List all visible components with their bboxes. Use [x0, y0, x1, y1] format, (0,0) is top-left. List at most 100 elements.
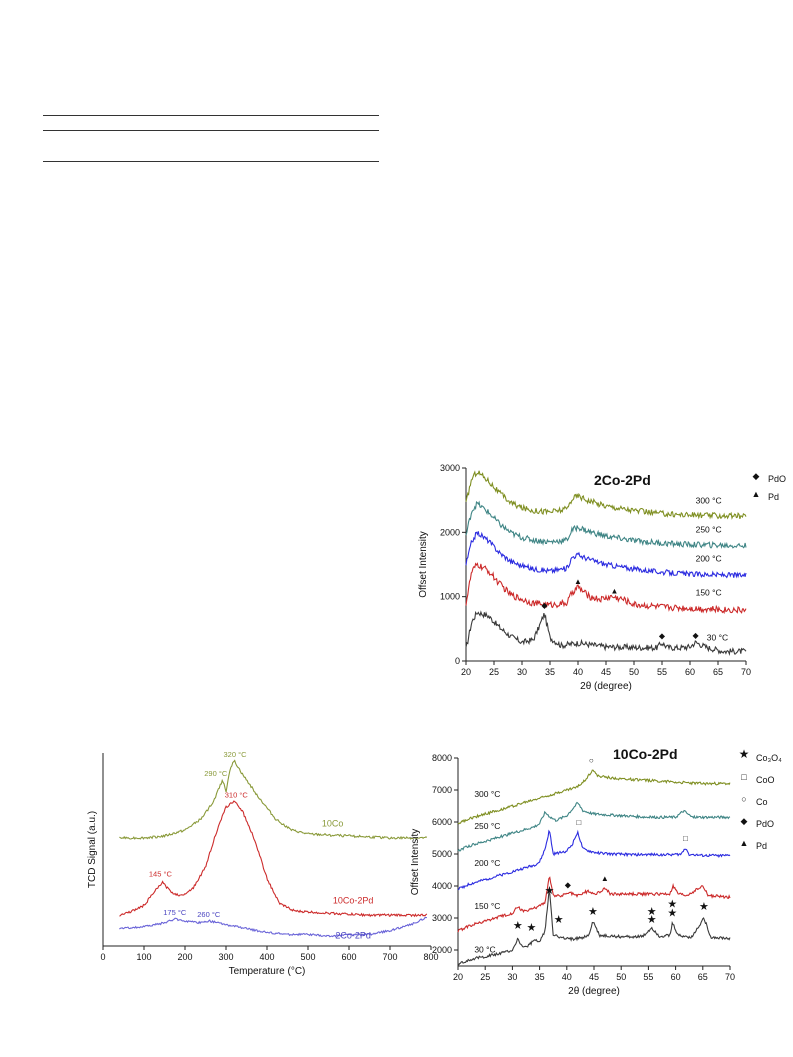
legend-label: Pd: [756, 841, 767, 851]
phase-marker: ★: [513, 920, 523, 932]
phase-marker: ★: [647, 914, 657, 926]
y-tick-label: 6000: [432, 817, 452, 827]
x-tick-label: 500: [300, 952, 315, 962]
y-tick-label: 8000: [432, 753, 452, 763]
phase-marker: ▲: [610, 586, 618, 595]
series-label: 2Co-2Pd: [335, 930, 371, 940]
tpr-svg: 0 100 200 300 400 500 600 700 800 Temperature (°C…: [87, 750, 439, 977]
xrd-10co-2pd-chart: 20 25 30 35 40 45 50 55 60 65 70 2000 3000 4000 5000 60…: [408, 740, 782, 997]
table-bottom-rule: [43, 161, 379, 162]
series-label: 10Co: [322, 818, 344, 828]
x-tick-label: 65: [698, 972, 708, 982]
y-axis-label: TCD Signal (a.u.): [87, 811, 98, 888]
peak-label: 320 °C: [224, 750, 248, 759]
phase-marker: ★: [554, 914, 564, 926]
x-tick-label: 25: [480, 972, 490, 982]
y-tick-label: 1000: [440, 592, 460, 602]
x-tick-label: 30: [507, 972, 517, 982]
phase-marker: ★: [667, 907, 677, 919]
x-axis-label: 2θ (degree): [580, 681, 632, 692]
series-line-150-c: [457, 876, 731, 933]
y-tick-label: 7000: [432, 785, 452, 795]
x-tick-label: 30: [517, 667, 527, 677]
temperature-label: 250 °C: [474, 821, 500, 831]
phase-marker: ◆: [565, 881, 572, 890]
legend-label: PdO: [768, 474, 786, 484]
peak-label: 175 °C: [163, 908, 187, 917]
x-tick-label: 35: [535, 972, 545, 982]
phase-marker: ★: [527, 922, 537, 934]
series-line-300-c: [465, 470, 747, 520]
y-tick-label: 3000: [432, 913, 452, 923]
legend-label: Co₃O₄: [756, 753, 782, 763]
x-tick-label: 35: [545, 667, 555, 677]
x-tick-label: 50: [629, 667, 639, 677]
temperature-label: 150 °C: [474, 901, 500, 911]
x-tick-label: 50: [616, 972, 626, 982]
series-line-2co-2pd: [119, 917, 427, 938]
y-axis-label: Offset Intensity: [418, 531, 429, 598]
temperature-label: 30 °C: [474, 945, 495, 955]
x-tick-label: 60: [671, 972, 681, 982]
x-tick-label: 0: [100, 952, 105, 962]
x-tick-label: 25: [489, 667, 499, 677]
tpr-chart: 0 100 200 300 400 500 600 700 800 Temperature (°C…: [78, 745, 439, 980]
phase-marker: ★: [667, 898, 677, 910]
x-tick-label: 400: [259, 952, 274, 962]
y-tick-label: 2000: [432, 945, 452, 955]
phase-marker: ◆: [693, 631, 700, 640]
legend-symbol: ▲: [752, 489, 761, 499]
x-tick-label: 45: [589, 972, 599, 982]
legend-label: CoO: [756, 775, 775, 785]
y-tick-label: 0: [455, 656, 460, 666]
legend-symbol: ○: [741, 794, 746, 804]
phase-marker: ◆: [659, 631, 666, 640]
phase-marker: ★: [544, 885, 554, 897]
x-tick-label: 70: [725, 972, 735, 982]
x-tick-label: 55: [643, 972, 653, 982]
panel-title: 2Co-2Pd: [594, 472, 651, 488]
legend-symbol: □: [741, 772, 747, 782]
x-tick-label: 70: [741, 667, 751, 677]
phase-marker: □: [576, 818, 581, 827]
temperature-label: 30 °C: [707, 632, 728, 642]
legend-symbol: ◆: [741, 816, 748, 826]
x-tick-label: 40: [573, 667, 583, 677]
xrd-10co-2pd-svg: 20 25 30 35 40 45 50 55 60 65 70 2000 3000 4000 5000 60…: [410, 746, 782, 997]
series-line-300-c: [457, 769, 731, 825]
temperature-label: 200 °C: [696, 553, 722, 563]
x-tick-label: 600: [341, 952, 356, 962]
series-line-10co: [119, 759, 428, 840]
temperature-label: 300 °C: [474, 789, 500, 799]
temperature-label: 300 °C: [696, 495, 722, 505]
temperature-label: 250 °C: [696, 524, 722, 534]
legend-symbol: ◆: [753, 471, 760, 481]
x-tick-label: 800: [423, 952, 438, 962]
panel-title: 10Co-2Pd: [613, 746, 678, 762]
xrd-2co-2pd-svg: 20 25 30 35 40 45 50 55 60 65 70 0 1000 2000 3000 2θ (d…: [418, 463, 786, 692]
xrd-2co-2pd-chart: 20 25 30 35 40 45 50 55 60 65 70 0 1000 2000 3000 2θ (d…: [408, 455, 786, 692]
series-line-30-c: [465, 610, 747, 657]
temperature-label: 200 °C: [474, 858, 500, 868]
phase-marker: □: [683, 834, 688, 843]
peak-label: 290 °C: [204, 769, 228, 778]
peak-label: 145 °C: [149, 870, 173, 879]
x-tick-label: 200: [177, 952, 192, 962]
phase-marker: ★: [647, 906, 657, 918]
x-tick-label: 55: [657, 667, 667, 677]
table-header-rule: [43, 130, 379, 131]
phase-marker: ○: [589, 756, 594, 765]
x-axis-label: Temperature (°C): [229, 966, 306, 977]
x-tick-label: 100: [136, 952, 151, 962]
legend-symbol: ▲: [740, 838, 749, 848]
y-tick-label: 3000: [440, 463, 460, 473]
y-axis-label: Offset Intensity: [410, 829, 421, 896]
x-tick-label: 20: [453, 972, 463, 982]
y-tick-label: 5000: [432, 849, 452, 859]
legend-label: Pd: [768, 492, 779, 502]
series-line-150-c: [465, 562, 747, 615]
x-tick-label: 20: [461, 667, 471, 677]
y-tick-label: 4000: [432, 881, 452, 891]
table-top-rule: [43, 115, 379, 116]
series-line-200-c: [457, 829, 731, 891]
